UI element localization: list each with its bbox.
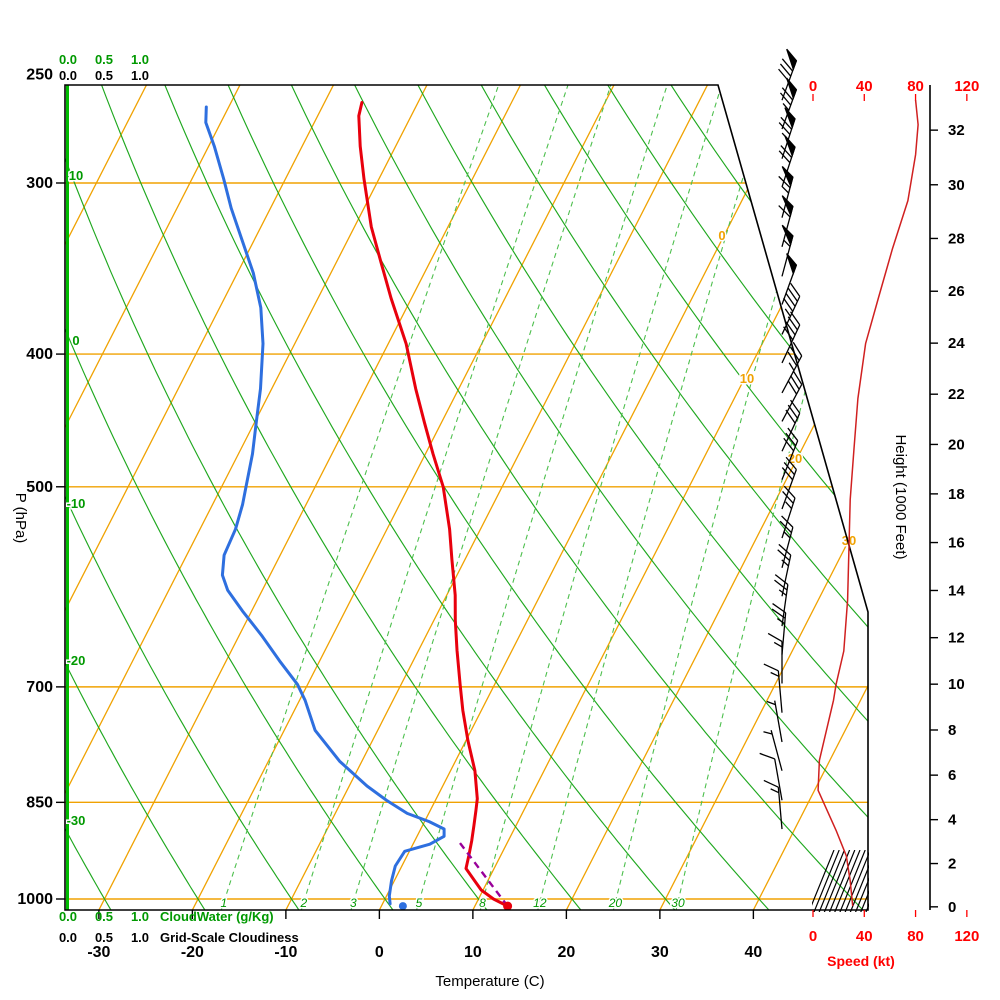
sounding-curves xyxy=(204,101,513,910)
svg-text:1: 1 xyxy=(221,896,228,910)
pressure-axis: 250 300 400 500 700 850 1000 P (hPa) xyxy=(12,67,65,908)
svg-text:-30: -30 xyxy=(67,813,86,828)
svg-text:-10: -10 xyxy=(67,496,86,511)
dewpoint-curve xyxy=(204,105,446,906)
chart-frame xyxy=(64,84,869,911)
svg-text:Speed (kt): Speed (kt) xyxy=(827,953,895,969)
wind-speed-curve xyxy=(817,100,919,907)
svg-text:1000: 1000 xyxy=(17,891,53,908)
parcel-path xyxy=(456,838,509,907)
svg-text:CloudWater (g/Kg): CloudWater (g/Kg) xyxy=(160,909,274,924)
svg-text:P (hPa): P (hPa) xyxy=(12,493,29,544)
surface-temperature-dot xyxy=(503,901,513,910)
svg-text:20: 20 xyxy=(948,436,965,453)
svg-text:2: 2 xyxy=(300,896,308,910)
low-level-barb-cluster xyxy=(812,850,869,912)
cloudwater-scale: 0.00.00.50.51.01.0 CloudWater (g/Kg) xyxy=(59,52,274,924)
svg-text:0: 0 xyxy=(718,228,725,243)
svg-text:30: 30 xyxy=(948,177,965,194)
svg-text:8: 8 xyxy=(948,722,956,739)
svg-text:6: 6 xyxy=(948,767,956,784)
svg-text:30: 30 xyxy=(671,896,685,910)
surface-dewpoint-dot xyxy=(398,902,407,910)
svg-text:0.5: 0.5 xyxy=(95,52,113,67)
svg-text:-20: -20 xyxy=(181,944,204,961)
svg-text:8: 8 xyxy=(479,896,486,910)
svg-text:0.5: 0.5 xyxy=(95,909,113,924)
svg-text:10: 10 xyxy=(464,944,482,961)
svg-text:-10: -10 xyxy=(274,944,297,961)
svg-text:Grid-Scale Cloudiness: Grid-Scale Cloudiness xyxy=(160,930,299,945)
svg-text:32: 32 xyxy=(948,122,965,139)
svg-text:1.0: 1.0 xyxy=(131,909,149,924)
svg-text:1.0: 1.0 xyxy=(131,930,149,945)
svg-text:20: 20 xyxy=(557,944,575,961)
svg-text:0: 0 xyxy=(948,899,956,916)
svg-text:-20: -20 xyxy=(67,653,86,668)
svg-text:40: 40 xyxy=(856,928,873,945)
svg-text:80: 80 xyxy=(907,78,924,95)
svg-text:1.0: 1.0 xyxy=(131,52,149,67)
cloudiness-scale: 0.0 0.0 0.5 0.5 1.0 1.0 Grid-Scale Cloudiness xyxy=(59,68,299,945)
svg-text:-30: -30 xyxy=(87,944,110,961)
svg-text:400: 400 xyxy=(26,346,53,363)
svg-text:10: 10 xyxy=(740,371,754,386)
svg-text:12: 12 xyxy=(948,630,965,647)
svg-text:500: 500 xyxy=(26,479,53,496)
svg-text:24: 24 xyxy=(948,335,965,352)
mixing-ratio-labels: 1 2 3 5 8 12 20 30 xyxy=(219,895,686,912)
dry-adiabat-labels: 10 0 -10 -20 -30 xyxy=(65,167,87,830)
svg-text:700: 700 xyxy=(26,679,53,696)
svg-text:3: 3 xyxy=(350,896,357,910)
svg-text:4: 4 xyxy=(948,812,957,829)
svg-text:80: 80 xyxy=(907,928,924,945)
svg-text:300: 300 xyxy=(26,175,53,192)
mixing-ratio-lines xyxy=(220,85,868,910)
svg-text:0: 0 xyxy=(809,78,817,95)
svg-text:0: 0 xyxy=(809,928,817,945)
svg-text:2: 2 xyxy=(948,856,956,873)
svg-text:10: 10 xyxy=(69,168,83,183)
svg-text:850: 850 xyxy=(26,794,53,811)
svg-text:1.0: 1.0 xyxy=(131,68,149,83)
svg-text:0: 0 xyxy=(375,944,384,961)
svg-text:20: 20 xyxy=(608,896,623,910)
svg-text:120: 120 xyxy=(954,928,979,945)
svg-text:26: 26 xyxy=(948,283,965,300)
svg-text:0.0: 0.0 xyxy=(59,930,77,945)
svg-text:0: 0 xyxy=(72,333,79,348)
svg-text:30: 30 xyxy=(651,944,669,961)
svg-text:18: 18 xyxy=(948,486,965,503)
svg-text:28: 28 xyxy=(948,230,965,247)
temperature-axis: -30 -20 -10 0 10 20 30 40 Temperature (C) xyxy=(87,910,762,990)
svg-text:40: 40 xyxy=(856,78,873,95)
svg-text:0.5: 0.5 xyxy=(95,930,113,945)
svg-text:22: 22 xyxy=(948,386,965,403)
wind-barbs xyxy=(759,48,803,830)
svg-text:16: 16 xyxy=(948,535,965,552)
svg-text:Temperature (C): Temperature (C) xyxy=(435,973,544,990)
svg-text:Height (1000 Feet): Height (1000 Feet) xyxy=(892,434,909,559)
svg-text:0.0: 0.0 xyxy=(59,68,77,83)
svg-text:0.0: 0.0 xyxy=(59,52,77,67)
svg-text:5: 5 xyxy=(416,896,423,910)
svg-text:250: 250 xyxy=(26,67,53,84)
plot-background xyxy=(65,85,868,910)
svg-text:12: 12 xyxy=(533,896,547,910)
svg-text:14: 14 xyxy=(948,582,965,599)
isobar-lines xyxy=(65,182,868,900)
svg-text:120: 120 xyxy=(954,78,979,95)
svg-text:0.5: 0.5 xyxy=(95,68,113,83)
svg-text:0.0: 0.0 xyxy=(59,909,77,924)
svg-text:40: 40 xyxy=(744,944,762,961)
svg-text:10: 10 xyxy=(948,676,965,693)
